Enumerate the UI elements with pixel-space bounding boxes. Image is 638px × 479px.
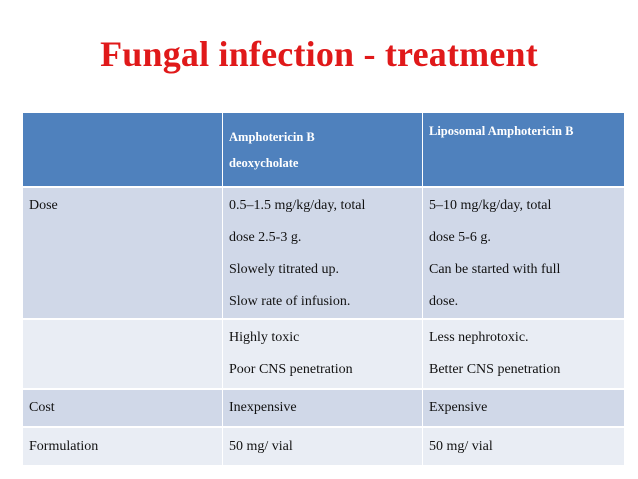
cell-line: Slow rate of infusion. (229, 294, 351, 309)
header-cell-liposomal-amphotericin-b: Liposomal Amphotericin B (422, 111, 625, 187)
cell-line: 0.5–1.5 mg/kg/day, total (229, 198, 366, 213)
cell-line: Slowely titrated up. (229, 262, 340, 277)
dose-liposomal-cell: 5–10 mg/kg/day, total dose 5-6 g. Can be… (422, 186, 625, 319)
dose-amphotericin-cell: 0.5–1.5 mg/kg/day, total dose 2.5-3 g. S… (222, 186, 423, 319)
cell-line: dose 2.5-3 g. (229, 230, 302, 245)
cell-line: Poor CNS penetration (229, 362, 353, 377)
row-label (22, 318, 223, 389)
table-row-dose: Dose 0.5–1.5 mg/kg/day, total dose 2.5-3… (22, 186, 625, 319)
cell-line: dose. (429, 294, 459, 309)
formulation-liposomal-cell: 50 mg/ vial (422, 426, 625, 465)
header-line: Amphotericin B (229, 130, 315, 144)
row-label: Dose (22, 186, 223, 319)
table-row-formulation: Formulation 50 mg/ vial 50 mg/ vial (22, 426, 625, 465)
table-row-toxicity: Highly toxic Poor CNS penetration Less n… (22, 318, 625, 389)
cell-line: Less nephrotoxic. (429, 330, 529, 345)
slide-title: Fungal infection - treatment (100, 34, 538, 74)
toxicity-liposomal-cell: Less nephrotoxic. Better CNS penetration (422, 318, 625, 389)
toxicity-amphotericin-cell: Highly toxic Poor CNS penetration (222, 318, 423, 389)
formulation-amphotericin-cell: 50 mg/ vial (222, 426, 423, 465)
row-label: Cost (22, 388, 223, 427)
cell-line: Highly toxic (229, 330, 300, 345)
header-cell-amphotericin-b-deoxycholate: Amphotericin B deoxycholate (222, 111, 423, 187)
table-row-cost: Cost Inexpensive Expensive (22, 388, 625, 427)
table-header-row: Amphotericin B deoxycholate Liposomal Am… (22, 111, 625, 187)
cost-liposomal-cell: Expensive (422, 388, 625, 427)
cell-line: dose 5-6 g. (429, 230, 491, 245)
cell-line: Better CNS penetration (429, 362, 561, 377)
header-cell-empty (22, 111, 223, 187)
cell-line: Can be started with full (429, 262, 561, 277)
header-line: deoxycholate (229, 156, 299, 170)
cost-amphotericin-cell: Inexpensive (222, 388, 423, 427)
treatment-comparison-table: Amphotericin B deoxycholate Liposomal Am… (22, 111, 625, 465)
row-label: Formulation (22, 426, 223, 465)
cell-line: 5–10 mg/kg/day, total (429, 198, 552, 213)
